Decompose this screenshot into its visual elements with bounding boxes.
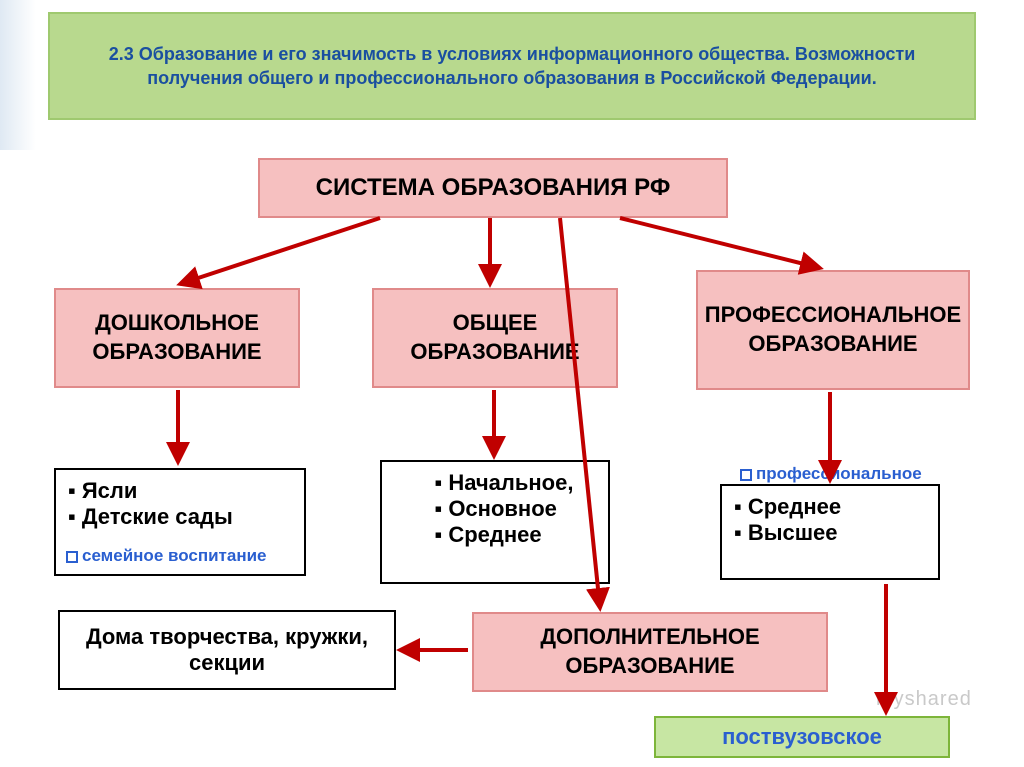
annotation-family-upbringing: семейное воспитание: [66, 546, 267, 566]
annotation-professional-text: профессиональное: [756, 464, 922, 483]
list-item: Ясли: [68, 478, 292, 504]
side-gradient: [0, 0, 36, 150]
node-professional: ПРОФЕССИОНАЛЬНОЕ ОБРАЗОВАНИЕ: [696, 270, 970, 390]
list-item: Среднее: [435, 522, 574, 548]
node-preschool: ДОШКОЛЬНОЕ ОБРАЗОВАНИЕ: [54, 288, 300, 388]
slide-title-text: 2.3 Образование и его значимость в услов…: [64, 42, 960, 91]
slide-title-banner: 2.3 Образование и его значимость в услов…: [48, 12, 976, 120]
node-additional-label: ДОПОЛНИТЕЛЬНОЕ ОБРАЗОВАНИЕ: [482, 623, 818, 680]
node-professional-label: ПРОФЕССИОНАЛЬНОЕ ОБРАЗОВАНИЕ: [705, 301, 961, 358]
list-item: Высшее: [734, 520, 926, 546]
arrow: [180, 218, 380, 284]
leaf-professional-items: СреднееВысшее: [720, 484, 940, 580]
list-item: Среднее: [734, 494, 926, 520]
list-item: Детские сады: [68, 504, 292, 530]
list-item: Основное: [435, 496, 574, 522]
list-item: Начальное,: [435, 470, 574, 496]
node-general: ОБЩЕЕ ОБРАЗОВАНИЕ: [372, 288, 618, 388]
node-root-system: СИСТЕМА ОБРАЗОВАНИЯ РФ: [258, 158, 728, 218]
bullet-square-icon: [66, 551, 78, 563]
callout-postgraduate: поствузовское: [654, 716, 950, 758]
bullet-square-icon: [740, 469, 752, 481]
callout-postgraduate-text: поствузовское: [722, 724, 882, 750]
node-general-label: ОБЩЕЕ ОБРАЗОВАНИЕ: [382, 309, 608, 366]
annotation-professional: профессиональное: [740, 464, 922, 484]
node-additional: ДОПОЛНИТЕЛЬНОЕ ОБРАЗОВАНИЕ: [472, 612, 828, 692]
leaf-general-items: Начальное,ОсновноеСреднее: [380, 460, 610, 584]
watermark-text: myshared: [876, 688, 972, 711]
leaf-additional-items: Дома творчества, кружки, секции: [58, 610, 396, 690]
arrow: [620, 218, 820, 268]
annotation-family-text: семейное воспитание: [82, 546, 267, 565]
node-preschool-label: ДОШКОЛЬНОЕ ОБРАЗОВАНИЕ: [64, 309, 290, 366]
node-root-label: СИСТЕМА ОБРАЗОВАНИЯ РФ: [316, 172, 671, 203]
